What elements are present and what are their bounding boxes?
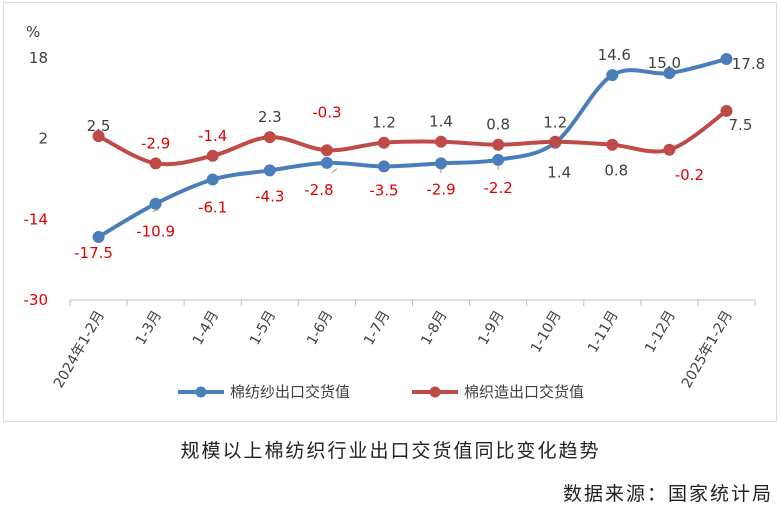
series-1-data-label: 15.0 bbox=[648, 54, 681, 72]
series-2-data-label: 0.8 bbox=[604, 162, 628, 180]
series-1-data-label: -4.3 bbox=[255, 187, 284, 205]
x-tick-label: 2024年1-2月 bbox=[51, 308, 108, 391]
series-2-point bbox=[549, 135, 562, 148]
legend-marker bbox=[429, 386, 441, 398]
y-tick-label: -30 bbox=[24, 291, 49, 309]
legend-label: 棉织造出口交货值 bbox=[464, 383, 584, 401]
x-tick-label: 1-5月 bbox=[247, 308, 279, 348]
series-1-data-label: 14.6 bbox=[598, 46, 631, 64]
series-2-data-label: -0.2 bbox=[675, 166, 704, 184]
series-1-point bbox=[149, 197, 162, 210]
series-2-data-label: -2.9 bbox=[141, 134, 170, 152]
x-tick-label: 1-7月 bbox=[361, 308, 393, 348]
series-1-data-label: 17.8 bbox=[732, 55, 765, 73]
x-tick-label: 1-8月 bbox=[418, 308, 450, 348]
series-1-point bbox=[435, 157, 448, 170]
y-tick-label: 18 bbox=[29, 49, 48, 67]
y-axis-unit: % bbox=[26, 23, 40, 41]
series-2-data-label: 2.3 bbox=[258, 108, 282, 126]
series-2-data-label: -1.4 bbox=[198, 127, 227, 145]
chart-title: 规模以上棉纺织行业出口交货值同比变化趋势 bbox=[180, 440, 601, 462]
series-2-point bbox=[263, 131, 276, 144]
series-1-data-label: 1.2 bbox=[543, 114, 567, 132]
series-2-point bbox=[320, 144, 333, 157]
series-1-data-label: -10.9 bbox=[136, 223, 175, 241]
series-1-point bbox=[606, 69, 619, 82]
series-2-point bbox=[149, 157, 162, 170]
legend-item-2: 棉织造出口交货值 bbox=[412, 383, 584, 401]
series-1-data-label: -2.8 bbox=[304, 181, 333, 199]
y-tick-label: -14 bbox=[24, 210, 49, 228]
legend-marker bbox=[195, 386, 207, 398]
series-2-point bbox=[606, 138, 619, 151]
series-2-point bbox=[492, 138, 505, 151]
series-line-2 bbox=[97, 109, 728, 167]
series-1-point bbox=[206, 173, 219, 186]
series-1-point bbox=[492, 153, 505, 166]
series-2-point bbox=[377, 136, 390, 149]
series-line-1 bbox=[97, 57, 727, 239]
series-2-point bbox=[92, 130, 105, 143]
series-2-point bbox=[720, 104, 733, 117]
series-2-data-label: 2.5 bbox=[87, 117, 111, 135]
series-2-data-label: 7.5 bbox=[729, 116, 753, 134]
x-tick-label: 1-3月 bbox=[133, 308, 165, 348]
series-1-point bbox=[663, 67, 676, 80]
series-1-point bbox=[263, 164, 276, 177]
series-2-data-label: -0.3 bbox=[312, 103, 341, 121]
series-2-data-label: 1.2 bbox=[372, 114, 396, 132]
series-1-point bbox=[320, 156, 333, 169]
y-tick-label: 2 bbox=[38, 130, 48, 148]
x-tick-label: 1-6月 bbox=[304, 308, 336, 348]
series-1-data-label: -6.1 bbox=[198, 199, 227, 217]
leader-line bbox=[152, 209, 159, 213]
x-tick-label: 1-11月 bbox=[585, 308, 622, 356]
series-1-data-label: -2.2 bbox=[483, 179, 512, 197]
series-1-point bbox=[377, 160, 390, 173]
series-2-point bbox=[663, 143, 676, 156]
series-1-point bbox=[720, 53, 733, 66]
chart-source: 数据来源：国家统计局 bbox=[562, 483, 773, 505]
legend-item-1: 棉纺纱出口交货值 bbox=[178, 383, 350, 401]
series-1-data-label: -2.9 bbox=[426, 180, 455, 198]
leader-line bbox=[331, 168, 338, 174]
x-tick-label: 1-4月 bbox=[190, 308, 222, 348]
series-2-point bbox=[435, 135, 448, 148]
x-tick-label: 1-9月 bbox=[475, 308, 507, 348]
series-2-data-label: 0.8 bbox=[486, 116, 510, 134]
series-1-point bbox=[92, 230, 105, 243]
legend-label: 棉纺纱出口交货值 bbox=[230, 383, 350, 401]
series-2-point bbox=[206, 149, 219, 162]
x-tick-label: 1-12月 bbox=[642, 308, 679, 356]
series-2-data-label: 1.4 bbox=[547, 164, 571, 182]
series-2-data-label: 1.4 bbox=[429, 113, 453, 131]
series-1-data-label: -17.5 bbox=[74, 244, 113, 262]
x-tick-label: 2025年1-2月 bbox=[679, 308, 736, 391]
x-tick-label: 1-10月 bbox=[528, 308, 565, 356]
series-1-data-label: -3.5 bbox=[369, 181, 398, 199]
